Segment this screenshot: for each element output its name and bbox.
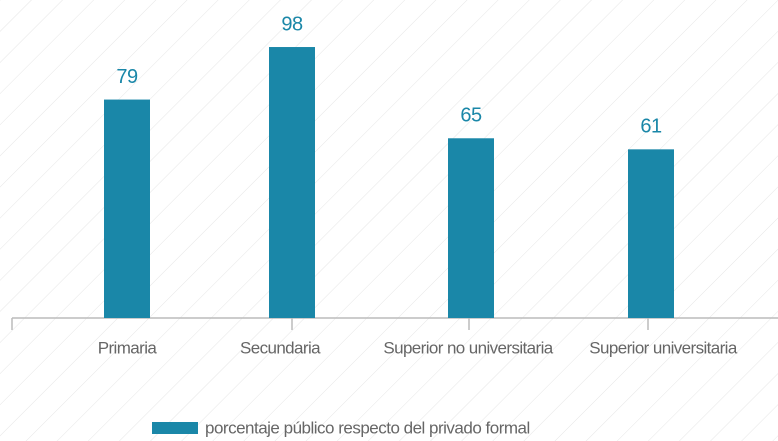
x-tick-label: Superior universitaria (589, 338, 738, 357)
data-label: 65 (460, 105, 482, 127)
data-label: 61 (640, 116, 662, 138)
bar (269, 47, 315, 318)
x-tick-label: Secundaria (240, 338, 321, 357)
bar (628, 149, 674, 318)
bar (448, 138, 494, 318)
x-tick-label: Superior no universitaria (383, 338, 553, 357)
legend-swatch (152, 422, 198, 434)
data-label: 98 (281, 13, 303, 35)
axis-ticks (11, 318, 649, 330)
x-tick-label: Primaria (98, 338, 158, 357)
bar (104, 99, 150, 318)
legend-label: porcentaje público respecto del privado … (205, 418, 530, 437)
data-label: 79 (116, 66, 138, 88)
